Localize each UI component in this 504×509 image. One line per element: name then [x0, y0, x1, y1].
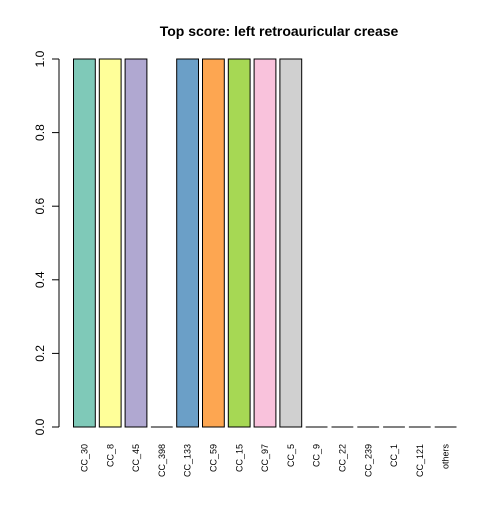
- x-tick-label: CC_59: [209, 444, 219, 472]
- x-tick-label: CC_1: [389, 444, 399, 467]
- x-tick-label: others: [441, 444, 451, 470]
- x-tick-label: CC_22: [338, 444, 348, 472]
- x-tick-label: CC_30: [80, 444, 90, 472]
- y-tick-label: 1.0: [33, 50, 47, 67]
- bar: [73, 58, 96, 428]
- y-tick-label: 0.0: [33, 418, 47, 435]
- bar: [202, 58, 225, 428]
- bar: [279, 58, 303, 428]
- x-tick-label: CC_15: [234, 444, 244, 472]
- x-tick-label: CC_133: [183, 444, 193, 477]
- bar: [124, 58, 148, 428]
- x-tick-label: CC_239: [363, 444, 373, 477]
- bar: [253, 58, 277, 428]
- bar: [227, 58, 251, 428]
- chart-title: Top score: left retroauricular crease: [160, 23, 399, 39]
- x-tick-label: CC_97: [260, 444, 270, 472]
- x-tick-labels: CC_30 CC_8 CC_45 CC_398 CC_133 CC_59 CC_15 CC_9…: [80, 444, 451, 478]
- x-tick-label: CC_5: [286, 444, 296, 467]
- y-tick-label: 0.4: [33, 271, 47, 288]
- y-tick-label: 0.8: [33, 124, 47, 141]
- bars-group: [73, 58, 457, 428]
- x-tick-label: CC_45: [131, 444, 141, 472]
- bar: [98, 58, 122, 428]
- y-axis: 0.0 0.2 0.4 0.6 0.8 1.0: [33, 50, 60, 435]
- y-tick-label: 0.2: [33, 345, 47, 362]
- x-tick-label: CC_398: [157, 444, 167, 477]
- bar: [176, 58, 199, 428]
- x-tick-label: CC_8: [105, 444, 115, 467]
- y-tick-label: 0.6: [33, 198, 47, 215]
- x-tick-label: CC_9: [312, 444, 322, 467]
- x-tick-label: CC_121: [415, 444, 425, 477]
